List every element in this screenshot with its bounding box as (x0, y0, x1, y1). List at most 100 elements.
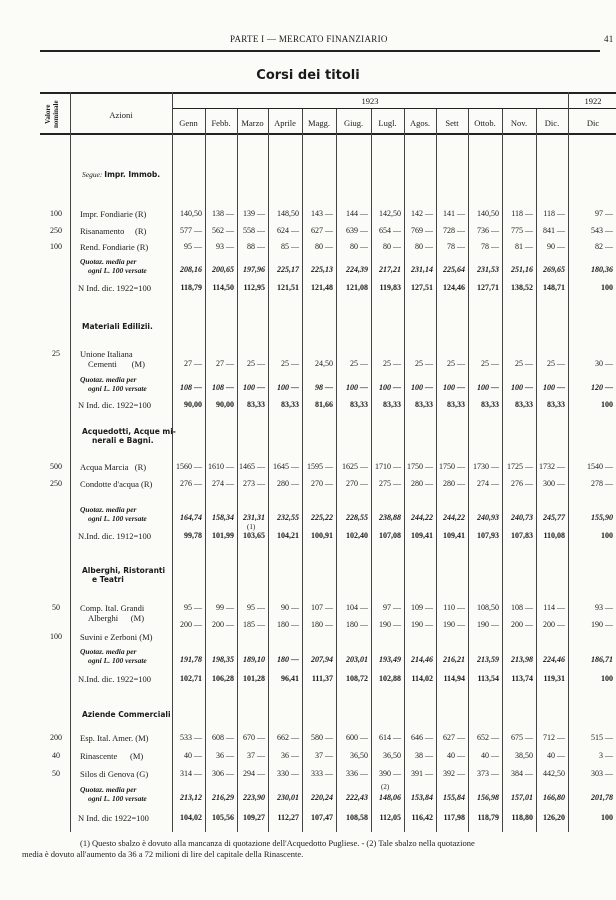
quotation-cell: 213,12 (180, 793, 202, 802)
quotation-cell: 201,78 (591, 793, 613, 802)
section-heading: Aziende Commerciali (82, 710, 171, 719)
index-cell: 108,58 (346, 813, 368, 822)
quotation-cell: 214,46 (411, 655, 433, 664)
price-cell: 27 — (216, 359, 234, 368)
month-header-0: Genn (179, 118, 198, 128)
price-cell: 274 — (212, 479, 234, 488)
index-label: N Ind. dic. 1922=100 (78, 400, 152, 410)
month-header-prev: Dic (586, 118, 600, 128)
price-cell: 558 — (243, 226, 265, 235)
price-cell: 662 — (277, 733, 299, 742)
price-cell: 36,50 (350, 751, 368, 760)
price-cell: 1730 — (473, 462, 499, 471)
header-bottom-rule (40, 133, 616, 135)
index-cell: 104,02 (180, 813, 202, 822)
index-cell: 96,41 (281, 674, 299, 683)
stock-name: Comp. Ital. Grandi (80, 603, 145, 613)
price-cell: 38,50 (515, 751, 533, 760)
column-divider (237, 109, 238, 832)
quotation-cell: 108 — (180, 383, 202, 392)
nominal-value: 100 (50, 242, 62, 251)
price-cell: 25 — (515, 359, 533, 368)
price-cell: 3 — (599, 751, 613, 760)
nominal-value: 500 (50, 462, 62, 471)
quotation-cell: 186,71 (591, 655, 613, 664)
quotation-cell: 120 — (591, 383, 613, 392)
quotation-cell: 216,21 (443, 655, 465, 664)
footnote-mark: (1) (247, 523, 256, 531)
quotation-cell: 155,84 (443, 793, 465, 802)
year-rule (172, 108, 616, 109)
price-cell: 142,50 (379, 209, 401, 218)
month-header-4: Magg. (308, 118, 330, 128)
index-cell: 83,33 (383, 400, 401, 409)
index-cell: 83,33 (415, 400, 433, 409)
index-cell: 112,05 (379, 813, 401, 822)
footnote-mark: (2) (381, 783, 390, 791)
price-cell: 90 — (547, 242, 565, 251)
price-cell: 533 — (180, 733, 202, 742)
quotation-cell: 230,01 (277, 793, 299, 802)
price-cell: 107 — (311, 603, 333, 612)
price-cell: 270 — (311, 479, 333, 488)
price-cell: 118 — (543, 209, 565, 218)
nominal-value: 200 (50, 733, 62, 742)
index-cell: 121,48 (311, 283, 333, 292)
section-heading: Acquedotti, Acque mi-nerali e Bagni. (82, 427, 176, 445)
quotation-cell: 213,98 (511, 655, 533, 664)
price-cell: 624 — (277, 226, 299, 235)
index-cell: 81,66 (315, 400, 333, 409)
price-cell: 577 — (180, 226, 202, 235)
price-cell: 109 — (411, 603, 433, 612)
quotation-cell: 240,93 (477, 513, 499, 522)
index-cell: 109,41 (411, 531, 433, 540)
section-heading: Segue: Impr. Immob. (82, 170, 160, 179)
index-cell: 109,27 (243, 813, 265, 822)
index-cell: 103,65 (243, 531, 265, 540)
price-cell: 670 — (243, 733, 265, 742)
column-divider (205, 109, 206, 832)
quotation-cell: 155,90 (591, 513, 613, 522)
price-cell: 646 — (411, 733, 433, 742)
column-divider (336, 109, 337, 832)
price-cell: 143 — (311, 209, 333, 218)
stock-name: Suvini e Zerboni (M) (80, 632, 153, 642)
price-cell: 276 — (180, 479, 202, 488)
price-cell: 275 — (379, 479, 401, 488)
index-cell: 83,33 (547, 400, 565, 409)
price-cell: 114 — (543, 603, 565, 612)
price-cell: 1732 — (539, 462, 565, 471)
price-cell: 141 — (443, 209, 465, 218)
index-label: N.Ind. dic. 1912=100 (78, 531, 152, 541)
price-cell: 384 — (511, 769, 533, 778)
price-cell: 40 — (184, 751, 202, 760)
price-cell: 25 — (547, 359, 565, 368)
index-cell: 83,33 (515, 400, 533, 409)
quotation-cell: 98 — (315, 383, 333, 392)
index-cell: 116,42 (411, 813, 433, 822)
quotation-label-1: Quotaz. media per (80, 505, 137, 514)
price-cell: 712 — (543, 733, 565, 742)
stock-name: Silos di Genova (G) (80, 769, 149, 779)
quotation-cell: 164,74 (180, 513, 202, 522)
month-header-1: Febb. (211, 118, 231, 128)
price-cell: 200 — (180, 620, 202, 629)
price-cell: 25 — (447, 359, 465, 368)
column-divider (172, 92, 173, 832)
index-cell: 118,79 (180, 283, 202, 292)
price-cell: 270 — (346, 479, 368, 488)
index-cell: 127,71 (477, 283, 499, 292)
index-cell: 102,71 (180, 674, 202, 683)
footnote-1: (1) Questo sbalzo è dovuto alla mancanza… (80, 838, 475, 848)
price-cell: 1595 — (307, 462, 333, 471)
index-cell: 121,08 (346, 283, 368, 292)
quotation-cell: 225,22 (311, 513, 333, 522)
month-header-7: Agos. (409, 118, 431, 128)
price-cell: 1540 — (587, 462, 613, 471)
price-cell: 140,50 (180, 209, 202, 218)
index-cell: 108,72 (346, 674, 368, 683)
quotation-label-1: Quotaz. media per (80, 785, 137, 794)
price-cell: 190 — (591, 620, 613, 629)
quotation-cell: 148,06 (379, 793, 401, 802)
price-cell: 78 — (481, 242, 499, 251)
